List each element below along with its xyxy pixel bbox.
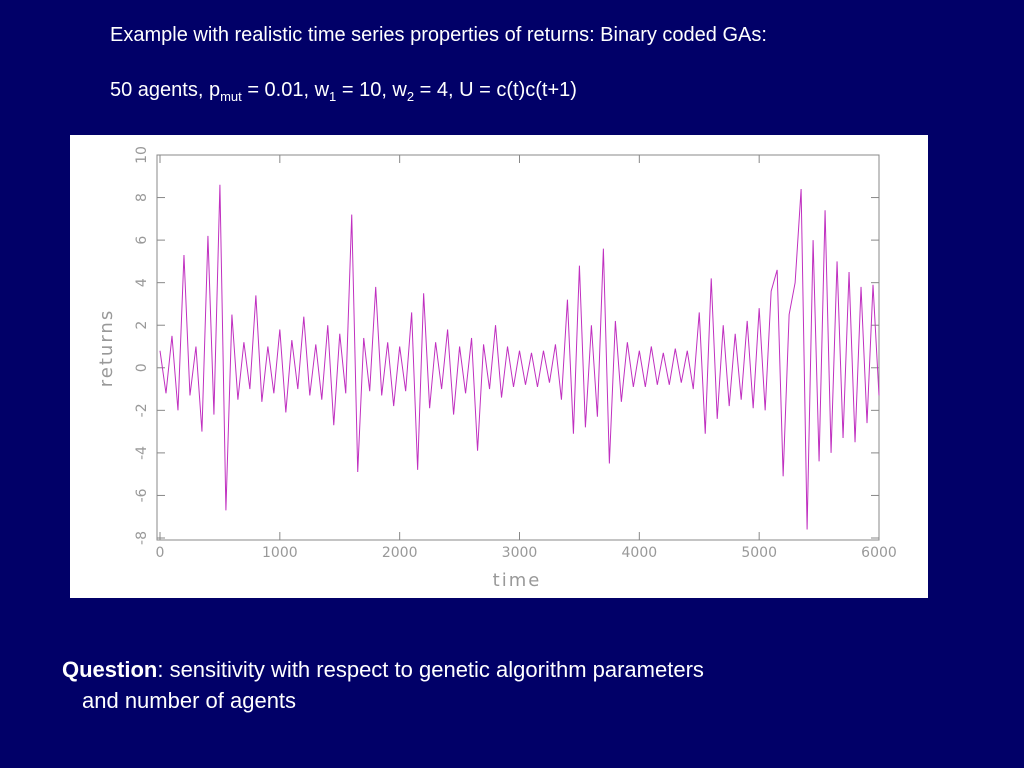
text: = 4, U = c(t)c(t+1) bbox=[414, 79, 577, 101]
title-line: Example with realistic time series prope… bbox=[110, 24, 767, 46]
text: = 0.01, w bbox=[241, 79, 330, 101]
y-axis-label: returns bbox=[96, 309, 117, 387]
y-tick-label: -6 bbox=[134, 488, 150, 502]
text: : sensitivity with respect to genetic al… bbox=[157, 657, 704, 682]
y-tick-label: 2 bbox=[134, 321, 150, 330]
x-axis-label: time bbox=[493, 570, 542, 591]
x-tick-label: 2000 bbox=[382, 545, 418, 561]
question: Question: sensitivity with respect to ge… bbox=[62, 657, 704, 683]
y-tick-label: 10 bbox=[134, 146, 150, 164]
subscript: 2 bbox=[406, 89, 415, 104]
subtitle-line: 50 agents, pmut = 0.01, w1 = 10, w2 = 4,… bbox=[110, 79, 577, 104]
x-tick-label: 0 bbox=[156, 545, 165, 561]
series-line bbox=[159, 184, 880, 530]
x-tick-label: 6000 bbox=[861, 545, 897, 561]
y-tick-label: 0 bbox=[134, 363, 150, 372]
plot-frame bbox=[156, 154, 880, 541]
x-tick-label: 1000 bbox=[262, 545, 298, 561]
y-tick-label: -4 bbox=[134, 446, 150, 460]
x-tick-label: 4000 bbox=[622, 545, 658, 561]
text: = 10, w bbox=[336, 79, 407, 101]
y-tick-label: 8 bbox=[134, 193, 150, 202]
question-label: Question bbox=[62, 657, 158, 682]
y-tick-label: -2 bbox=[134, 403, 150, 417]
y-tick-label: -8 bbox=[134, 531, 150, 545]
text: 50 agents, p bbox=[110, 79, 221, 101]
y-tick-label: 6 bbox=[134, 236, 150, 245]
subscript: mut bbox=[220, 89, 242, 104]
x-tick-label: 5000 bbox=[741, 545, 777, 561]
x-tick-label: 3000 bbox=[502, 545, 538, 561]
y-tick-label: 4 bbox=[134, 278, 150, 287]
question-line2: and number of agents bbox=[82, 688, 297, 713]
subscript: 1 bbox=[329, 89, 337, 104]
chart: time returns -8 -6 -4 -2 0 2 4 6 8 10 0 1000 2000 300… bbox=[70, 135, 928, 598]
